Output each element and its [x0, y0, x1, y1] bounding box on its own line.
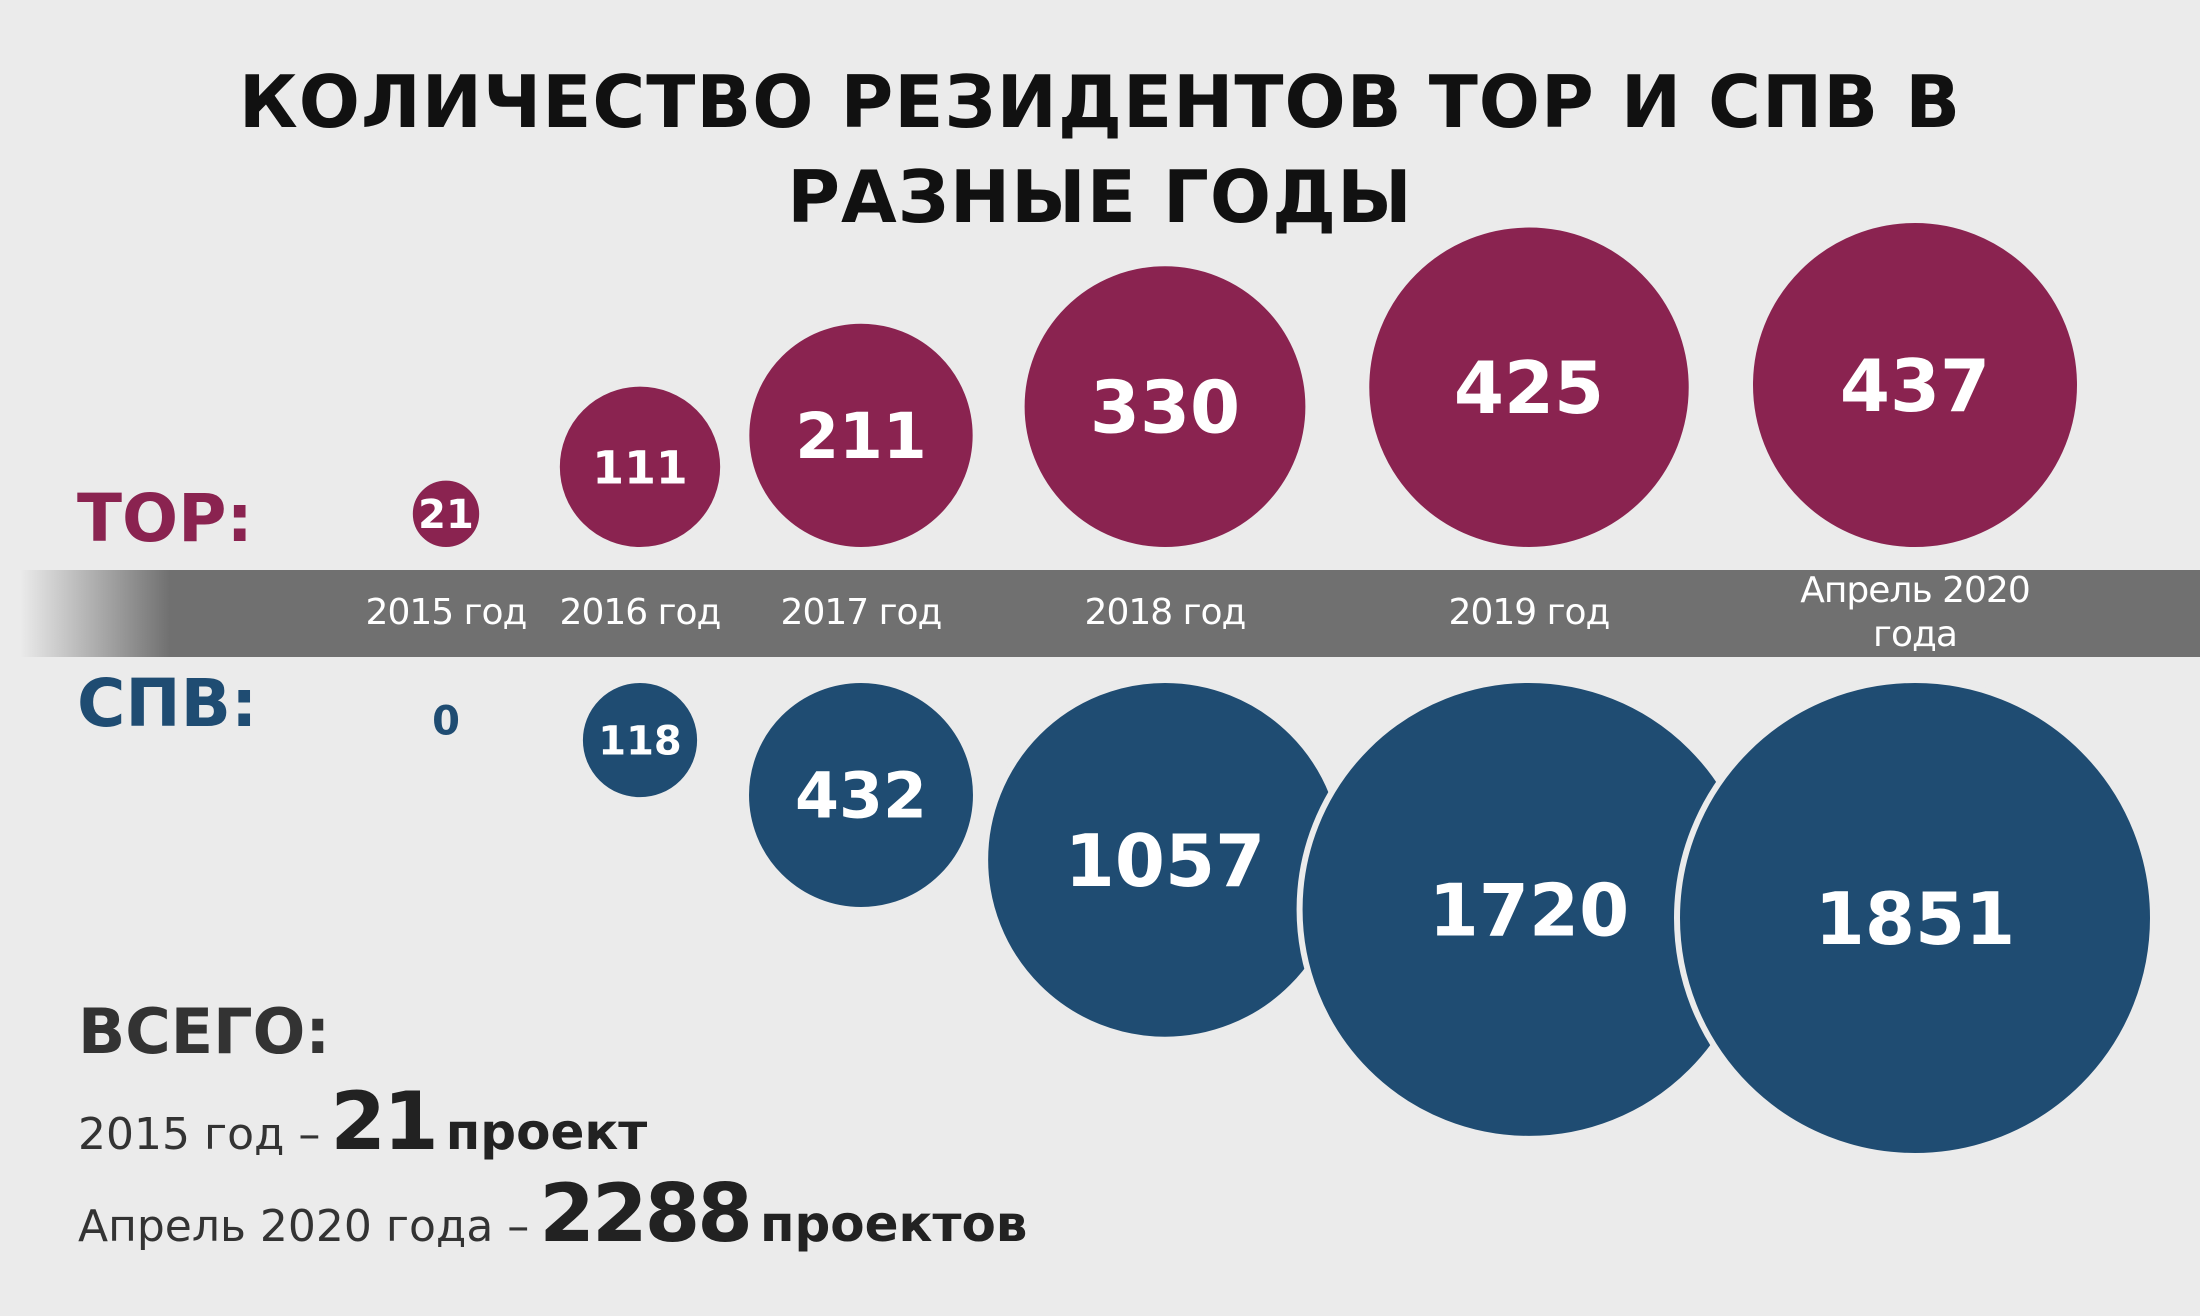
bubble [1363, 221, 1695, 553]
value-label: 111 [592, 441, 687, 494]
series-label: СПВ: [77, 665, 258, 742]
category-label: 2015 год [365, 592, 528, 633]
year-band [20, 570, 2200, 657]
total-text: Апрель 2020 года – [78, 1201, 530, 1252]
bubble [406, 474, 486, 554]
category-label: 2019 год [1448, 592, 1611, 633]
category-label: 2017 год [780, 592, 943, 633]
value-label: 21 [418, 492, 474, 538]
value-label: 0 [432, 698, 460, 744]
total-line: 2015 год –21 проект [78, 1076, 1027, 1168]
total-unit: проект [445, 1103, 648, 1161]
value-label: 1851 [1815, 877, 2015, 961]
total-line: Апрель 2020 года –2288 проектов [78, 1168, 1027, 1260]
category-label: 2018 год [1084, 592, 1247, 633]
value-label: 211 [795, 399, 927, 473]
total-text: 2015 год – [78, 1109, 321, 1160]
bubble [743, 317, 979, 553]
value-label: 437 [1840, 344, 1990, 428]
value-label: 432 [795, 759, 927, 833]
bubble [576, 677, 704, 804]
bubble [743, 677, 979, 913]
value-label: 425 [1454, 346, 1604, 430]
chart-title: КОЛИЧЕСТВО РЕЗИДЕНТОВ ТОР И СПВ В РАЗНЫЕ… [238, 60, 1962, 239]
value-label: 330 [1090, 366, 1240, 450]
series-label: ТОР: [77, 480, 253, 557]
value-label: 1057 [1065, 819, 1265, 903]
total-unit: проектов [759, 1195, 1028, 1253]
bubble [1747, 217, 2083, 553]
value-label: 1720 [1429, 868, 1629, 952]
category-label: Апрель 2020 года [1800, 570, 2030, 655]
total-value: 21 [330, 1075, 438, 1168]
bubble [1674, 677, 2156, 1159]
category-label: 2016 год [559, 592, 722, 633]
value-label: 118 [598, 718, 682, 764]
totals: ВСЕГО: 2015 год –21 проект Апрель 2020 год… [78, 995, 1027, 1260]
totals-title: ВСЕГО: [78, 995, 331, 1068]
total-value: 2288 [539, 1167, 753, 1260]
bubble [553, 380, 727, 553]
bubble [1018, 260, 1312, 553]
